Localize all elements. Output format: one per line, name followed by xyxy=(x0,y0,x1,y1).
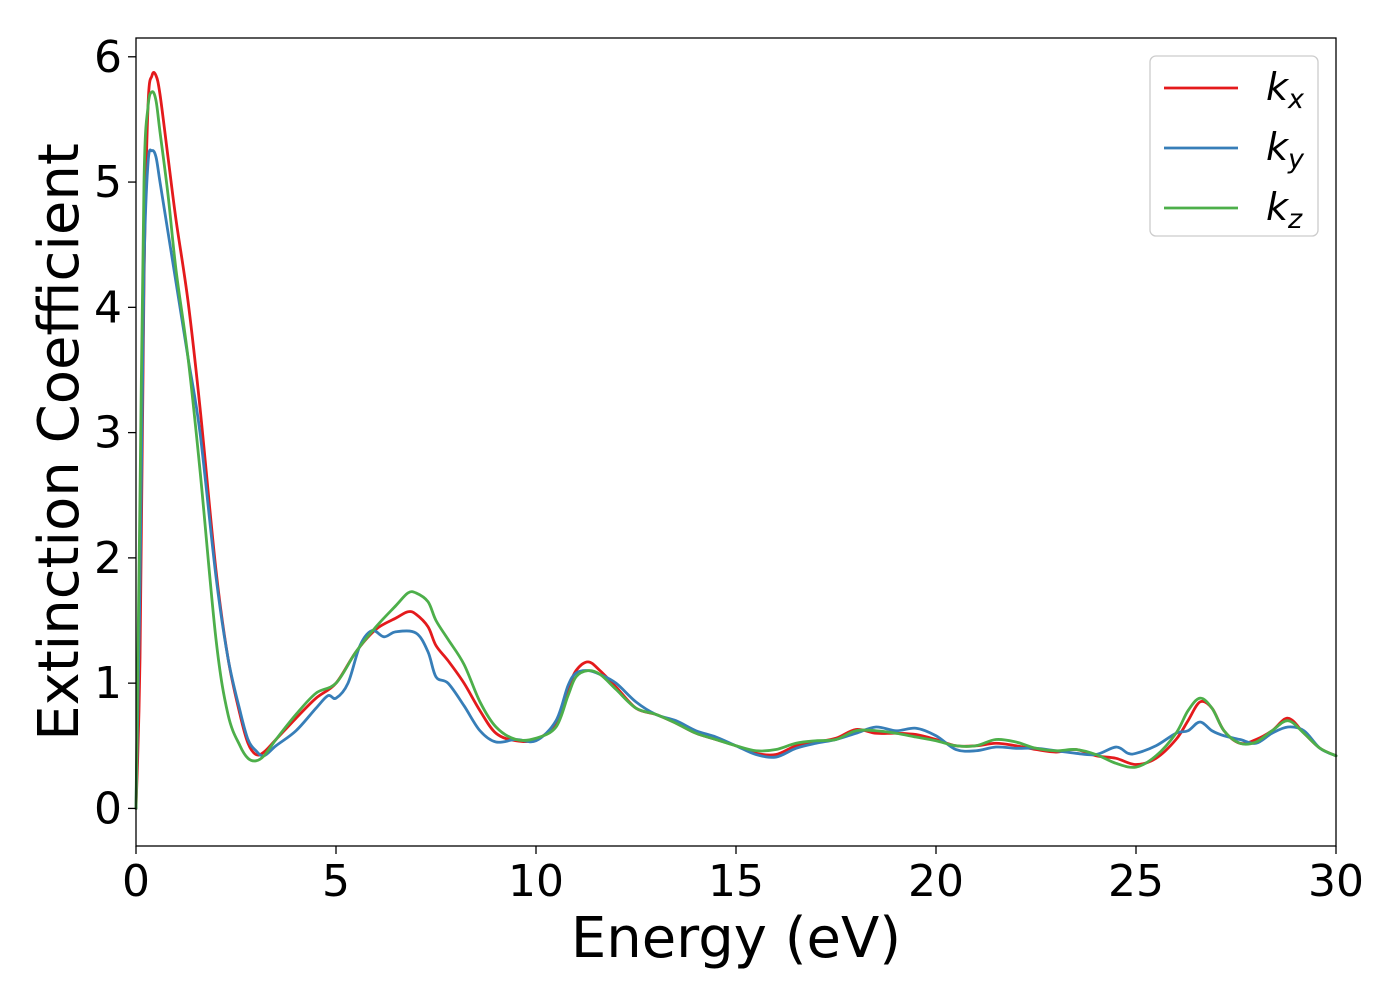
legend: kx ky kz xyxy=(1149,55,1319,237)
y-tick-label: 4 xyxy=(94,282,122,333)
series-line-kx xyxy=(134,71,1338,810)
legend-label-kz: kz xyxy=(1266,185,1303,235)
legend-label-kx: kx xyxy=(1266,65,1305,115)
y-tick-label: 0 xyxy=(94,783,122,834)
series-layer xyxy=(134,71,1338,810)
y-tick-label: 6 xyxy=(94,32,122,83)
x-tick-label: 10 xyxy=(508,856,564,907)
x-axis-ticks: 0 5 10 15 20 25 30 xyxy=(122,846,1364,907)
x-tick-label: 0 xyxy=(122,856,150,907)
y-axis-ticks: 0 1 2 3 4 5 6 xyxy=(94,32,136,834)
y-axis-title: Extinction Coefficient xyxy=(27,143,92,741)
legend-label-ky: ky xyxy=(1266,125,1305,175)
series-line-kz xyxy=(134,90,1338,810)
series-line-ky xyxy=(134,148,1338,810)
y-tick-label: 5 xyxy=(94,157,122,208)
legend-box xyxy=(1149,55,1319,237)
y-tick-label: 3 xyxy=(94,408,122,459)
x-tick-label: 20 xyxy=(908,856,964,907)
x-tick-label: 25 xyxy=(1108,856,1164,907)
y-tick-label: 1 xyxy=(94,658,122,709)
x-tick-label: 30 xyxy=(1308,856,1364,907)
y-tick-label: 2 xyxy=(94,533,122,584)
x-tick-label: 5 xyxy=(322,856,350,907)
x-axis-title: Energy (eV) xyxy=(571,906,901,971)
x-tick-label: 15 xyxy=(708,856,764,907)
